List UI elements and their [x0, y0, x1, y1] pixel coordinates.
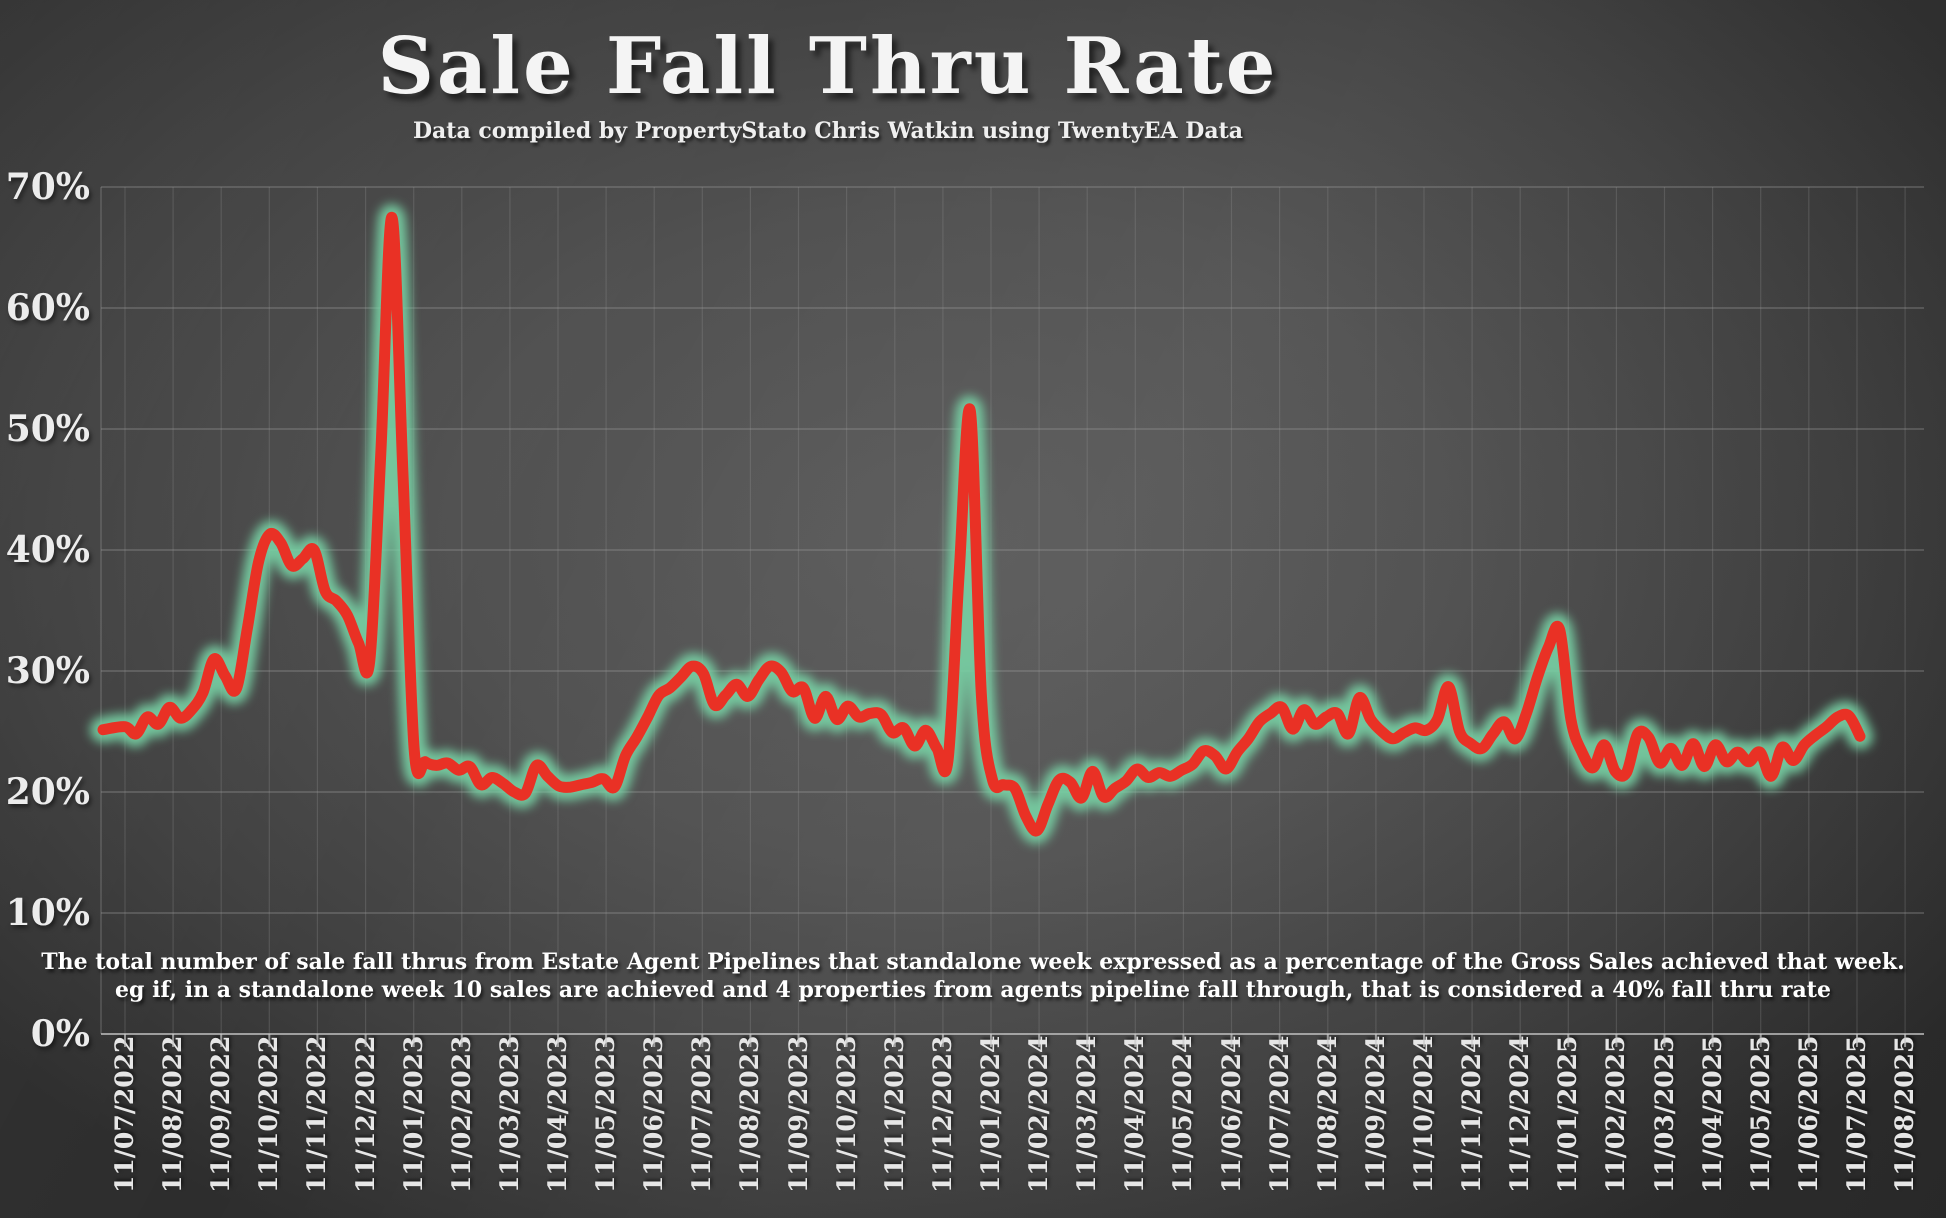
y-axis-label: 60%: [5, 287, 90, 329]
annotation-line-2: eg if, in a standalone week 10 sales are…: [115, 977, 1831, 1003]
fall-thru-rate-line: [97, 211, 1866, 837]
x-axis-line-and-ticks: [101, 1033, 1924, 1047]
chart-subtitle: Data compiled by PropertyStato Chris Wat…: [412, 117, 1244, 144]
y-axis-label: 20%: [5, 771, 90, 813]
annotation-line-1: The total number of sale fall thrus from…: [41, 949, 1905, 975]
chart-header: Sale Fall Thru Rate Data compiled by Pro…: [0, 26, 1656, 144]
y-axis-label: 50%: [5, 408, 90, 450]
chart-annotation: The total number of sale fall thrus from…: [0, 948, 1946, 1004]
y-axis-label: 30%: [5, 650, 90, 692]
chart-title: Sale Fall Thru Rate: [377, 21, 1279, 112]
y-axis-label: 10%: [5, 892, 90, 934]
y-axis-label: 40%: [5, 529, 90, 571]
y-axis-label: 70%: [5, 166, 90, 208]
y-axis-label: 0%: [30, 1013, 90, 1055]
